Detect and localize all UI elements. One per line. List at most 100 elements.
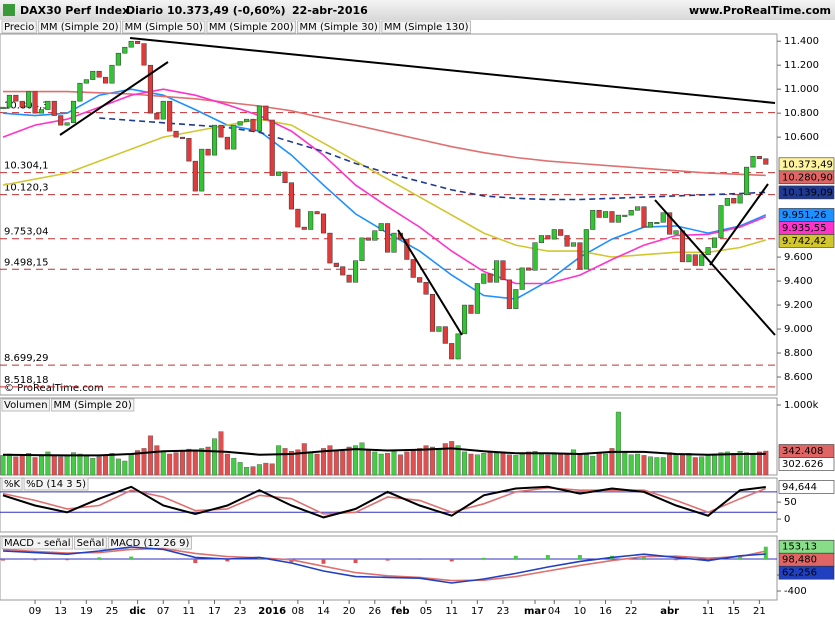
volume-bar xyxy=(90,458,96,476)
volume-bar xyxy=(635,453,641,476)
series-line xyxy=(2,88,767,300)
x-tick-label: 10 xyxy=(574,606,587,617)
candle xyxy=(449,343,455,360)
candle xyxy=(641,206,647,228)
y-tick-label: 1.000k xyxy=(784,400,819,411)
legend-box xyxy=(51,398,135,412)
candle xyxy=(359,237,365,261)
x-tick-label: 11 xyxy=(702,606,715,617)
volume-bar xyxy=(641,455,647,476)
volume-bar xyxy=(474,454,480,476)
volume-bar xyxy=(244,467,250,476)
candle xyxy=(179,136,186,139)
candle xyxy=(288,182,294,210)
volume-bar xyxy=(115,458,121,476)
candle xyxy=(26,91,32,108)
candle xyxy=(737,194,743,204)
candle xyxy=(692,254,698,266)
legend-item: MACD (12 26 9) xyxy=(110,538,189,549)
price-label: 10.373,49 xyxy=(782,159,833,170)
candle xyxy=(301,226,307,230)
price-label: 98,480 xyxy=(782,555,817,566)
candle xyxy=(263,105,269,121)
level-label: 10.304,1 xyxy=(4,161,49,172)
y-tick-label: 9.000 xyxy=(784,324,813,335)
x-tick-label: 15 xyxy=(727,606,740,617)
price-label: 342.408 xyxy=(782,446,823,457)
macd-hist-bar xyxy=(449,558,454,562)
volume-bar xyxy=(673,453,679,476)
volume-bar xyxy=(378,453,384,476)
candle xyxy=(19,100,25,108)
candle xyxy=(128,40,134,48)
volume-bar xyxy=(750,453,756,476)
volume-bar xyxy=(269,463,275,476)
level-label: 9.498,15 xyxy=(4,257,49,268)
legend-item: %K xyxy=(4,479,21,490)
volume-bar xyxy=(327,445,333,476)
candle xyxy=(346,274,352,283)
volume-bar xyxy=(301,443,307,476)
volume-bar xyxy=(442,443,448,476)
macd-hist-bar xyxy=(738,556,743,559)
volume-bar xyxy=(250,466,256,476)
candle xyxy=(455,333,461,360)
price-label-box xyxy=(778,234,835,248)
macd-hist-bar xyxy=(193,558,198,563)
volume-bar xyxy=(276,445,282,476)
price-label-box xyxy=(778,480,835,494)
volume-bar xyxy=(365,450,371,476)
candle xyxy=(731,198,737,204)
volume-bar xyxy=(609,448,615,476)
volume-bar xyxy=(705,454,711,476)
volume-bar xyxy=(295,449,301,476)
volume-bar xyxy=(32,457,38,476)
candle xyxy=(13,94,19,102)
volume-bar xyxy=(756,451,762,476)
x-tick-label: feb xyxy=(391,606,409,617)
candle xyxy=(519,267,525,290)
volume-bar xyxy=(692,457,698,476)
x-tick-label: 2016 xyxy=(258,606,286,617)
y-tick-label: -400 xyxy=(784,586,807,597)
x-tick-label: abr xyxy=(660,606,679,617)
x-tick-label: 04 xyxy=(548,606,561,617)
macd-hist-bar xyxy=(65,558,70,561)
x-tick-label: 13 xyxy=(54,606,67,617)
candle xyxy=(173,130,179,138)
volume-bar xyxy=(564,453,570,476)
price-label: 62,256 xyxy=(782,568,817,579)
candle xyxy=(83,79,89,84)
y-tick-label: 8.600 xyxy=(784,372,813,383)
candle xyxy=(64,122,70,126)
trend-line xyxy=(397,229,463,336)
candle xyxy=(51,100,57,116)
trend-line xyxy=(129,37,776,104)
candle xyxy=(622,214,628,217)
candle xyxy=(442,326,448,344)
x-tick-label: 17 xyxy=(208,606,221,617)
y-tick-label: 10.600 xyxy=(784,132,819,143)
legend-box xyxy=(381,20,471,34)
candle xyxy=(558,229,564,236)
candle xyxy=(154,112,160,120)
candle xyxy=(224,136,230,150)
candle xyxy=(506,279,512,309)
legend-box xyxy=(1,20,37,34)
volume-bar xyxy=(712,453,718,476)
level-label: 9.753,04 xyxy=(4,227,49,238)
volume-bar xyxy=(404,451,410,476)
legend-item: Señal xyxy=(77,538,105,549)
candle xyxy=(667,212,673,235)
volume-bar xyxy=(13,456,19,476)
candle xyxy=(320,213,327,234)
volume-bar xyxy=(19,454,25,476)
candle xyxy=(577,242,583,270)
price-label: 153,13 xyxy=(782,542,817,553)
candle xyxy=(6,94,12,108)
volume-bar xyxy=(429,446,435,476)
volume-bar xyxy=(51,454,57,476)
volume-bar xyxy=(718,452,724,476)
candle xyxy=(686,254,692,263)
